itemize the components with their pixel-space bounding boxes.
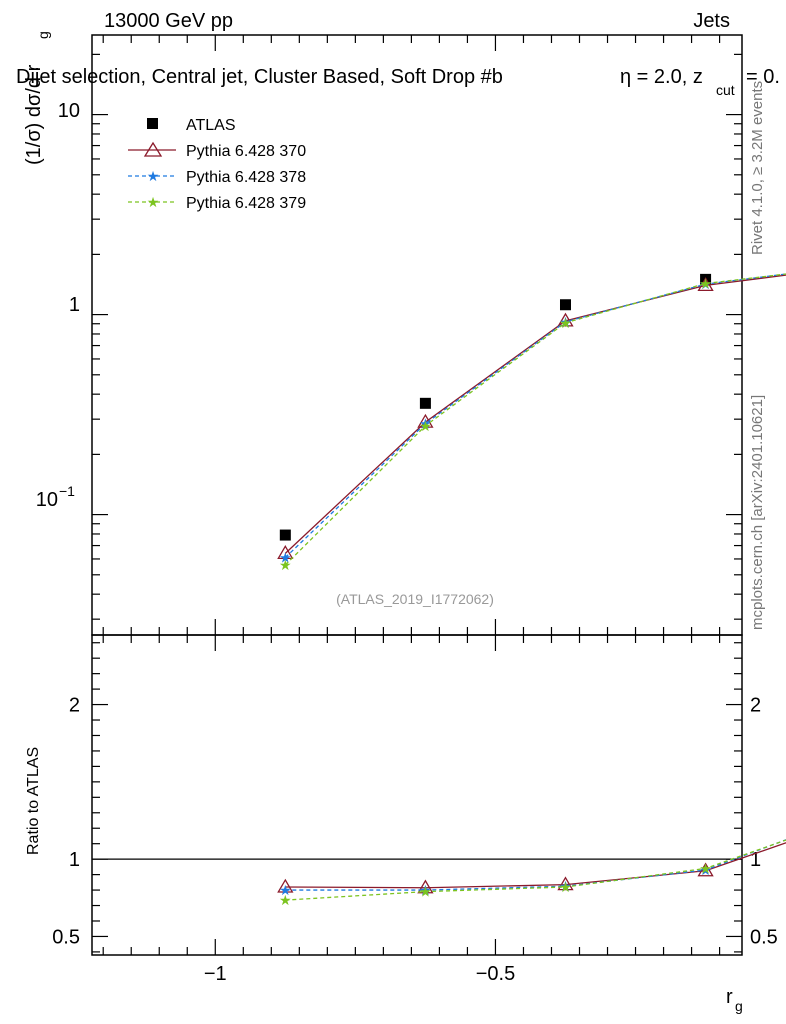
mcplots-label: mcplots.cern.ch [arXiv:2401.10621] [749,395,766,630]
ratio-star-point: ★ [559,878,572,894]
ratio-370-point [417,879,434,894]
pythia-star-point: ★ [699,276,712,292]
atlas-data-point [559,299,571,311]
main-series-line-1 [284,274,786,554]
y-tick-label-1: 1 [69,294,80,316]
x-tick-label: −0.5 [476,963,515,985]
legend-entry-379: ★ Pythia 6.428 379 [128,194,306,212]
ratio-y-tick-label: 1 [69,849,80,871]
ratio-y-tick-label-right: 0.5 [750,926,778,948]
pythia-star-point: ★ [279,550,292,566]
ratio-series-line-2 [285,839,786,901]
pythia-370-point [277,545,294,560]
main-y-ticks [92,53,742,620]
legend-378-marker: ★ [147,168,160,184]
main-y-axis-label: (1/σ) dσ/d r g [23,31,51,165]
ratio-370-point [277,878,294,893]
legend-370-label: Pythia 6.428 370 [186,143,306,160]
selection-title-cut: cut [716,82,735,98]
legend: ATLAS Pythia 6.428 370 ★ Pythia 6.428 37… [128,117,306,212]
analysis-watermark: (ATLAS_2019_I1772062) [336,591,494,607]
energy-label: 13000 GeV pp [104,10,233,32]
pythia-star-point: ★ [419,418,432,434]
pythia-star-point: ★ [699,276,712,292]
ratio-370-point [557,876,574,891]
ratio-y-tick-label: 0.5 [52,926,80,948]
ratio-panel-frame [91,634,743,956]
y-tick-label-0.1-base: 10 [36,489,58,511]
legend-entry-378: ★ Pythia 6.428 378 [128,168,306,186]
category-label: Jets [693,10,730,32]
ratio-y-tick-label-right: 2 [750,695,761,717]
x-ticks [102,35,721,955]
ratio-y-tick-label-right: 1 [750,849,761,871]
pythia-star-point: ★ [559,315,572,331]
ratio-star-point: ★ [699,860,712,876]
legend-378-label: Pythia 6.428 378 [186,169,306,186]
main-y-axis-label-sub: g [35,31,51,39]
legend-atlas-marker [147,118,158,129]
ratio-star-point: ★ [279,882,292,898]
ratio-y-ticks [92,642,742,953]
ratio-series-line-1 [285,839,786,891]
ratio-star-point: ★ [279,892,292,908]
legend-entry-370: Pythia 6.428 370 [128,141,306,160]
ratio-y-tick-labels: 0.5 0.5 1 1 2 2 [52,695,778,949]
rivet-label: Rivet 4.1.0, ≥ 3.2M events [749,81,766,255]
main-series-line-3 [284,273,786,566]
legend-379-label: Pythia 6.428 379 [186,195,306,212]
ratio-star-point: ★ [699,862,712,878]
ratio-370-point [697,862,714,877]
x-axis-label: r g [726,986,743,1014]
y-tick-label-10: 10 [58,100,80,122]
atlas-data-point [279,529,291,541]
selection-title-eta: η = 2.0, z [620,66,703,88]
ratio-y-tick-label: 2 [69,695,80,717]
selection-title-main: Dijet selection, Central jet, Cluster Ba… [16,66,503,88]
x-tick-labels: −1 −0.5 [204,963,515,985]
ratio-star-point: ★ [419,882,432,898]
x-tick-label: −1 [204,963,227,985]
ratio-star-point: ★ [419,884,432,900]
selection-title: Dijet selection, Central jet, Cluster Ba… [16,66,780,98]
y-tick-label-0.1-exp: −1 [59,483,75,499]
pythia-star-point: ★ [419,416,432,432]
ratio-series: ★★★★★★★★★★★★ [277,839,786,908]
legend-379-marker: ★ [147,194,160,210]
atlas-data-point [419,397,431,409]
legend-entry-atlas: ATLAS [147,117,236,134]
ratio-star-point: ★ [559,879,572,895]
pythia-star-point: ★ [279,557,292,573]
main-y-axis-label-main: (1/σ) dσ/d r [23,64,45,165]
main-series-line-2 [284,273,786,558]
legend-370-marker [143,141,163,157]
legend-atlas-label: ATLAS [186,117,236,134]
pythia-370-point [557,312,574,327]
ratio-y-axis-label: Ratio to ATLAS [25,747,42,855]
x-axis-label-main: r [726,986,733,1008]
selection-title-tail: = 0. [746,66,780,88]
x-axis-label-sub: g [735,998,743,1014]
main-series: ★★★★★★★★★★★★ [277,273,786,573]
